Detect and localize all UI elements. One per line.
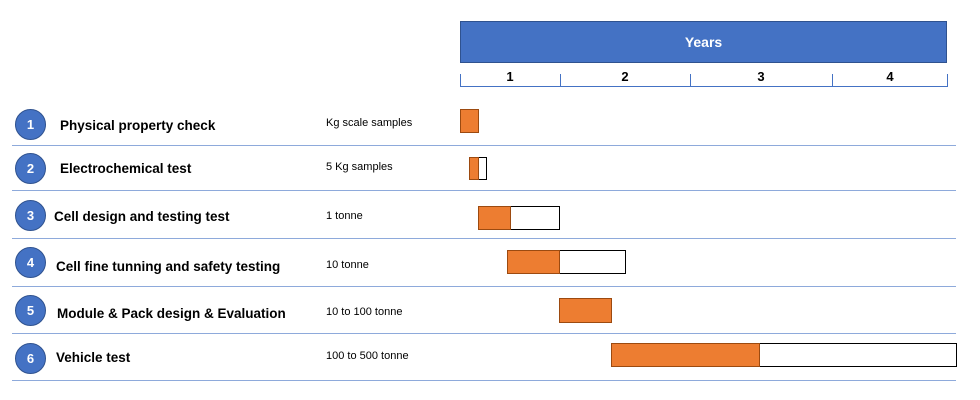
step-number-badge: 1 [15, 109, 46, 140]
year-label-3: 3 [757, 69, 765, 84]
task-scale: 10 to 100 tonne [326, 306, 403, 318]
task-scale: 5 Kg samples [326, 161, 393, 173]
task-scale: 100 to 500 tonne [326, 350, 409, 362]
step-number-badge: 4 [15, 247, 46, 278]
axis-tick [690, 74, 691, 87]
task-bar-fill [469, 157, 479, 180]
timeline-axis [460, 86, 948, 87]
task-scale: 10 tonne [326, 259, 369, 271]
row-divider [12, 238, 956, 239]
task-bar-fill [611, 343, 760, 367]
row-divider [12, 145, 956, 146]
task-name: Module & Pack design & Evaluation [57, 306, 286, 321]
task-bar-fill [478, 206, 511, 230]
task-name: Cell fine tunning and safety testing [56, 259, 281, 274]
task-bar-fill [507, 250, 560, 274]
year-label-1: 1 [506, 69, 514, 84]
task-bar-fill [460, 109, 479, 133]
years-title: Years [684, 34, 723, 50]
axis-tick [460, 74, 461, 87]
row-divider [12, 333, 956, 334]
task-scale: Kg scale samples [326, 117, 413, 129]
axis-tick [560, 74, 561, 87]
years-header: Years [460, 21, 947, 63]
step-number-badge: 2 [15, 153, 46, 184]
step-number-badge: 5 [15, 295, 46, 326]
step-number-badge: 6 [15, 343, 46, 374]
axis-tick [947, 74, 948, 87]
task-name: Cell design and testing test [54, 209, 230, 224]
task-name: Electrochemical test [60, 161, 192, 176]
row-divider [12, 190, 956, 191]
task-name: Physical property check [60, 118, 216, 133]
row-divider [12, 380, 956, 381]
step-number-badge: 3 [15, 200, 46, 231]
axis-tick [832, 74, 833, 87]
year-label-2: 2 [621, 69, 629, 84]
task-name: Vehicle test [56, 350, 131, 365]
year-label-4: 4 [886, 69, 894, 84]
row-divider [12, 286, 956, 287]
task-scale: 1 tonne [326, 210, 363, 222]
task-bar-fill [559, 298, 612, 323]
